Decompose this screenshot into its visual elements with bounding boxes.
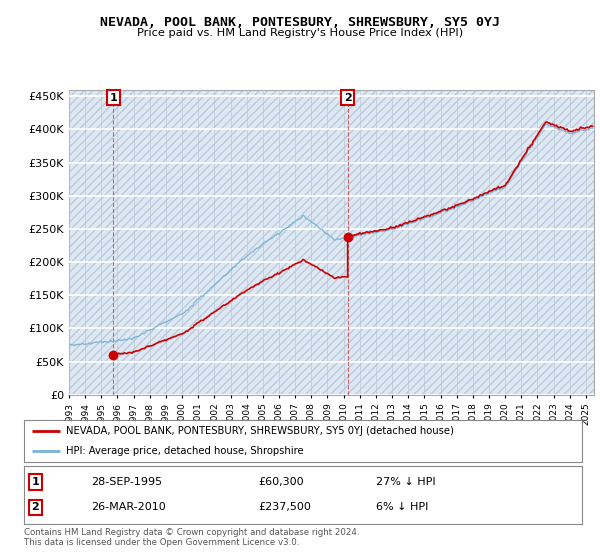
Text: 1: 1 (110, 92, 117, 102)
Text: 6% ↓ HPI: 6% ↓ HPI (376, 502, 428, 512)
Text: 26-MAR-2010: 26-MAR-2010 (91, 502, 166, 512)
Text: 28-SEP-1995: 28-SEP-1995 (91, 477, 162, 487)
Text: 1: 1 (31, 477, 39, 487)
Text: 2: 2 (344, 92, 352, 102)
Text: 27% ↓ HPI: 27% ↓ HPI (376, 477, 435, 487)
Text: Contains HM Land Registry data © Crown copyright and database right 2024.
This d: Contains HM Land Registry data © Crown c… (24, 528, 359, 547)
Text: 2: 2 (31, 502, 39, 512)
Text: £60,300: £60,300 (259, 477, 304, 487)
Text: £237,500: £237,500 (259, 502, 311, 512)
Text: NEVADA, POOL BANK, PONTESBURY, SHREWSBURY, SY5 0YJ (detached house): NEVADA, POOL BANK, PONTESBURY, SHREWSBUR… (66, 426, 454, 436)
Text: NEVADA, POOL BANK, PONTESBURY, SHREWSBURY, SY5 0YJ: NEVADA, POOL BANK, PONTESBURY, SHREWSBUR… (100, 16, 500, 29)
Text: Price paid vs. HM Land Registry's House Price Index (HPI): Price paid vs. HM Land Registry's House … (137, 28, 463, 38)
Text: HPI: Average price, detached house, Shropshire: HPI: Average price, detached house, Shro… (66, 446, 304, 456)
